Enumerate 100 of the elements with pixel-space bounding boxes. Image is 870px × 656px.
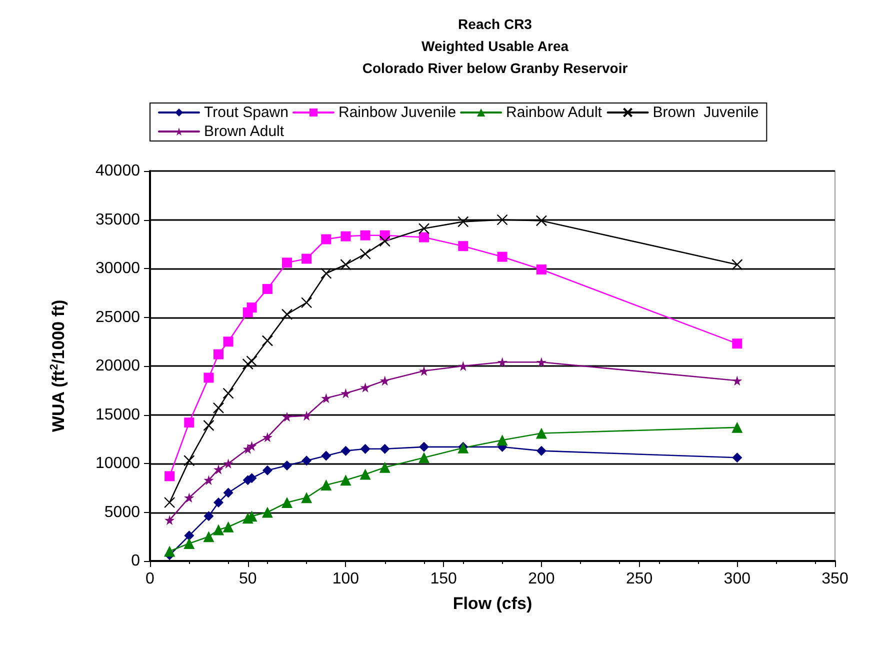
legend-label: Rainbow Juvenile: [338, 104, 456, 121]
x-tick-label: 0: [146, 570, 155, 588]
x-tick-label: 350: [822, 570, 848, 588]
point: [184, 530, 194, 541]
point: [497, 357, 508, 368]
x-tick-label: 300: [724, 570, 751, 588]
point: [536, 446, 546, 456]
y-tick-label: 15000: [96, 406, 140, 424]
point: [360, 248, 371, 260]
point: [164, 471, 175, 482]
x-tick-label: 100: [332, 570, 360, 588]
point: [184, 454, 195, 466]
point: [321, 450, 332, 461]
point: [340, 231, 351, 242]
point: [282, 412, 292, 422]
point: [242, 358, 254, 370]
point: [732, 422, 743, 433]
point: [418, 222, 430, 234]
point: [184, 418, 194, 428]
point: [340, 474, 352, 486]
y-tick-label: 25000: [96, 308, 140, 326]
point: [321, 234, 332, 244]
point: [223, 488, 234, 498]
y-tick-label: 10000: [96, 455, 140, 472]
point: [204, 372, 214, 383]
point: [497, 252, 508, 262]
point: [340, 388, 351, 398]
point: [732, 338, 742, 349]
point: [536, 215, 548, 226]
point: [246, 440, 257, 451]
point: [246, 302, 257, 312]
y-tick-label: 0: [131, 552, 140, 570]
point: [379, 462, 390, 473]
y-tick-label: 20000: [96, 358, 140, 374]
point: [321, 393, 332, 404]
x-tick-label: 250: [626, 570, 653, 588]
point: [419, 442, 429, 452]
point: [360, 230, 370, 240]
point: [536, 428, 547, 439]
point: [203, 420, 214, 432]
point: [379, 236, 390, 247]
y-axis-title: WUA (ft2/1000 ft): [48, 300, 68, 432]
point: [213, 524, 224, 536]
point: [222, 388, 234, 399]
chart-title: Reach CR3 Weighted Usable Area Colorado River below Granby Reservoir: [362, 16, 628, 76]
x-tick-label: 150: [430, 570, 458, 588]
point: [732, 376, 742, 386]
point: [203, 531, 214, 542]
point: [212, 402, 224, 414]
point: [496, 434, 508, 446]
point: [300, 297, 312, 308]
y-tick-label: 40000: [96, 162, 140, 180]
point: [262, 284, 272, 294]
point: [360, 444, 370, 454]
point: [360, 468, 371, 480]
point: [281, 308, 293, 320]
point: [282, 460, 292, 470]
point: [204, 475, 214, 486]
point: [320, 268, 332, 279]
point: [301, 492, 312, 504]
point: [184, 492, 194, 503]
point: [184, 538, 195, 549]
point: [214, 498, 224, 508]
point: [458, 216, 469, 228]
point: [360, 382, 370, 392]
point: [164, 515, 175, 526]
legend-label: Rainbow Adult: [506, 104, 603, 121]
point: [214, 349, 224, 360]
point: [340, 259, 352, 270]
point: [458, 241, 468, 252]
point: [262, 465, 272, 476]
x-axis-title: Flow (cfs): [452, 594, 532, 613]
point: [214, 464, 224, 474]
point: [164, 496, 176, 508]
point: [419, 232, 429, 242]
point: [419, 366, 429, 376]
point: [340, 446, 351, 456]
legend-label: Brown Juvenile: [652, 104, 759, 121]
point: [732, 259, 743, 270]
x-tick-label: 50: [238, 570, 257, 588]
point: [302, 254, 312, 264]
point: [164, 546, 176, 557]
point: [496, 214, 508, 226]
point: [536, 264, 546, 274]
point: [732, 452, 742, 463]
point: [380, 444, 390, 454]
point: [204, 511, 214, 522]
point: [320, 479, 332, 490]
point: [246, 356, 258, 367]
point: [380, 376, 390, 386]
point: [282, 258, 292, 268]
point: [536, 357, 546, 368]
point: [262, 506, 273, 518]
point: [262, 432, 272, 442]
point: [223, 458, 234, 468]
point: [222, 521, 234, 532]
point: [282, 497, 292, 508]
legend-label: Trout Spawn: [204, 104, 288, 121]
y-tick-label: 35000: [96, 211, 140, 228]
point: [458, 361, 468, 371]
